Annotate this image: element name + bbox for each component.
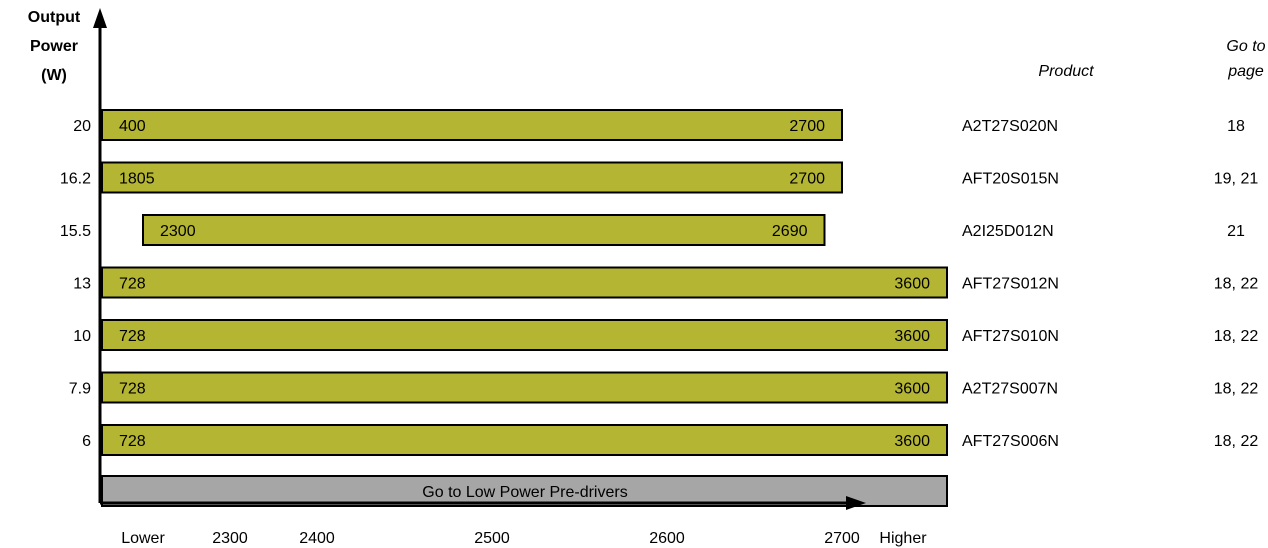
product-row: 20 400 2700 A2T27S020N 18 <box>73 109 1245 141</box>
x-tick-label: 2600 <box>649 530 685 547</box>
x-tick-label: 2700 <box>824 530 860 547</box>
low-power-predrivers-label[interactable]: Go to Low Power Pre-drivers <box>422 484 627 501</box>
x-axis-ticks: Lower 2300 2400 2500 2600 2700 Higher <box>121 530 927 547</box>
power-label: 7.9 <box>69 381 91 398</box>
product-name[interactable]: A2I25D012N <box>962 223 1054 240</box>
page-column-header-line-1: Go to <box>1226 38 1265 55</box>
x-axis-arrowhead <box>846 496 866 510</box>
power-label: 20 <box>73 118 91 135</box>
y-axis-title-line-2: Power <box>30 38 78 55</box>
bar-start-label: 1805 <box>119 171 155 188</box>
power-label: 15.5 <box>60 223 91 240</box>
page-number[interactable]: 19, 21 <box>1214 171 1259 188</box>
x-tick-label: 2300 <box>212 530 248 547</box>
frequency-bar <box>101 109 843 141</box>
product-row: 13 728 3600 AFT27S012N 18, 22 <box>73 266 1259 299</box>
product-row: 6 728 3600 AFT27S006N 18, 22 <box>82 424 1259 456</box>
bar-start-label: 400 <box>119 118 146 135</box>
frequency-bar <box>142 214 826 246</box>
page-number[interactable]: 21 <box>1227 223 1245 240</box>
product-name[interactable]: AFT27S012N <box>962 276 1059 293</box>
product-row: 16.2 1805 2700 AFT20S015N 19, 21 <box>60 161 1259 194</box>
product-name[interactable]: AFT27S010N <box>962 328 1059 345</box>
x-tick-label: Higher <box>879 530 927 547</box>
frequency-bar <box>101 161 843 194</box>
bar-end-label: 2700 <box>789 118 825 135</box>
product-column-header: Product <box>1038 63 1094 80</box>
power-label: 10 <box>73 328 91 345</box>
frequency-bar <box>101 266 948 299</box>
y-axis-title-line-3: (W) <box>41 67 67 84</box>
x-tick-label: 2400 <box>299 530 335 547</box>
page-number[interactable]: 18, 22 <box>1214 433 1259 450</box>
bar-end-label: 3600 <box>894 381 930 398</box>
bar-start-label: 2300 <box>160 223 196 240</box>
bar-end-label: 3600 <box>894 433 930 450</box>
frequency-bar <box>101 371 948 404</box>
bar-start-label: 728 <box>119 276 146 293</box>
product-name[interactable]: AFT20S015N <box>962 171 1059 188</box>
bar-end-label: 2690 <box>772 223 808 240</box>
frequency-bar <box>101 424 948 456</box>
page-number[interactable]: 18, 22 <box>1214 276 1259 293</box>
bar-start-label: 728 <box>119 381 146 398</box>
y-axis-arrowhead <box>93 8 107 28</box>
bar-end-label: 3600 <box>894 276 930 293</box>
x-tick-label: 2500 <box>474 530 510 547</box>
page-number[interactable]: 18 <box>1227 118 1245 135</box>
y-axis-title-line-1: Output <box>28 9 81 26</box>
product-bars: 20 400 2700 A2T27S020N 18 16.2 1805 2700 AFT20S0… <box>60 109 1259 456</box>
product-name[interactable]: AFT27S006N <box>962 433 1059 450</box>
product-row: 15.5 2300 2690 A2I25D012N 21 <box>60 214 1245 246</box>
bar-start-label: 728 <box>119 433 146 450</box>
page-number[interactable]: 18, 22 <box>1214 381 1259 398</box>
power-label: 13 <box>73 276 91 293</box>
frequency-bar <box>101 319 948 351</box>
product-row: 10 728 3600 AFT27S010N 18, 22 <box>73 319 1259 351</box>
bar-start-label: 728 <box>119 328 146 345</box>
x-tick-label: Lower <box>121 530 165 547</box>
product-name[interactable]: A2T27S020N <box>962 118 1058 135</box>
power-label: 16.2 <box>60 171 91 188</box>
product-name[interactable]: A2T27S007N <box>962 381 1058 398</box>
bar-end-label: 3600 <box>894 328 930 345</box>
low-power-predrivers-bar[interactable] <box>101 475 948 507</box>
power-label: 6 <box>82 433 91 450</box>
product-row: 7.9 728 3600 A2T27S007N 18, 22 <box>69 371 1259 404</box>
page-number[interactable]: 18, 22 <box>1214 328 1259 345</box>
bar-end-label: 2700 <box>789 171 825 188</box>
page-column-header-line-2: page <box>1227 63 1264 80</box>
